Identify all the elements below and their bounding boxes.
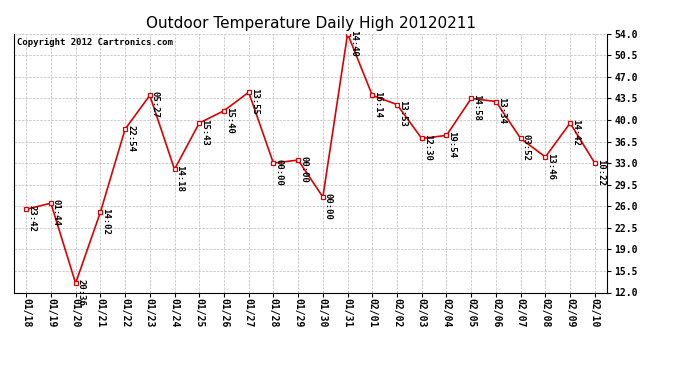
Text: 12:30: 12:30 [423,134,432,161]
Text: 15:40: 15:40 [225,106,234,134]
Text: 03:52: 03:52 [522,134,531,161]
Text: 00:00: 00:00 [324,193,333,220]
Text: 05:27: 05:27 [151,91,160,118]
Text: 19:54: 19:54 [448,131,457,158]
Text: 16:14: 16:14 [373,91,382,118]
Text: 10:22: 10:22 [596,159,605,186]
Text: 00:00: 00:00 [275,159,284,186]
Text: 14:02: 14:02 [101,208,110,235]
Text: 15:43: 15:43 [200,119,209,146]
Text: 00:00: 00:00 [299,156,308,183]
Text: 22:54: 22:54 [126,125,135,152]
Text: 20:36: 20:36 [77,279,86,306]
Text: 14:18: 14:18 [175,165,184,192]
Text: 01:44: 01:44 [52,199,61,226]
Title: Outdoor Temperature Daily High 20120211: Outdoor Temperature Daily High 20120211 [146,16,475,31]
Text: 13:46: 13:46 [546,153,555,180]
Text: 14:42: 14:42 [571,119,580,146]
Text: 13:53: 13:53 [398,100,407,127]
Text: 13:55: 13:55 [250,88,259,115]
Text: 23:42: 23:42 [27,205,36,232]
Text: Copyright 2012 Cartronics.com: Copyright 2012 Cartronics.com [17,38,172,46]
Text: 13:34: 13:34 [497,98,506,124]
Text: 14:58: 14:58 [472,94,481,121]
Text: 14:40: 14:40 [348,30,357,57]
